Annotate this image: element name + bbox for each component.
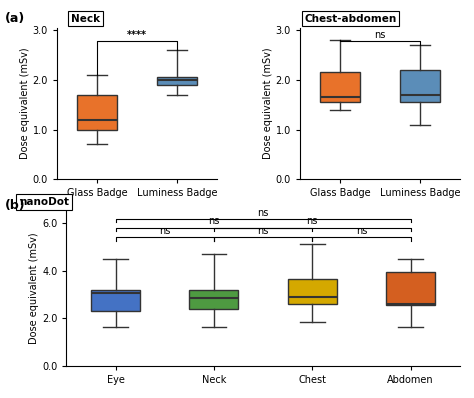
PathPatch shape — [386, 272, 435, 305]
Text: (b): (b) — [5, 199, 26, 212]
PathPatch shape — [189, 290, 238, 309]
Text: ns: ns — [208, 216, 219, 226]
PathPatch shape — [157, 78, 197, 85]
Y-axis label: Dose equivalent (mSv): Dose equivalent (mSv) — [263, 48, 273, 159]
Text: ns: ns — [356, 226, 367, 236]
PathPatch shape — [77, 95, 117, 129]
Y-axis label: Dose equivalent (mSv): Dose equivalent (mSv) — [20, 48, 30, 159]
PathPatch shape — [288, 279, 337, 304]
Text: ns: ns — [374, 30, 385, 40]
Text: Neck: Neck — [71, 14, 100, 24]
PathPatch shape — [91, 290, 140, 311]
Text: ****: **** — [127, 30, 147, 40]
Text: ns: ns — [159, 226, 170, 236]
PathPatch shape — [400, 70, 440, 102]
Text: nanoDot: nanoDot — [19, 197, 69, 207]
PathPatch shape — [320, 72, 360, 102]
Text: ns: ns — [307, 216, 318, 226]
Text: Chest-abdomen: Chest-abdomen — [305, 14, 397, 24]
Text: ns: ns — [257, 208, 269, 218]
Text: (a): (a) — [5, 12, 25, 25]
Y-axis label: Dose equivalent (mSv): Dose equivalent (mSv) — [29, 233, 39, 344]
Text: ns: ns — [257, 226, 269, 236]
